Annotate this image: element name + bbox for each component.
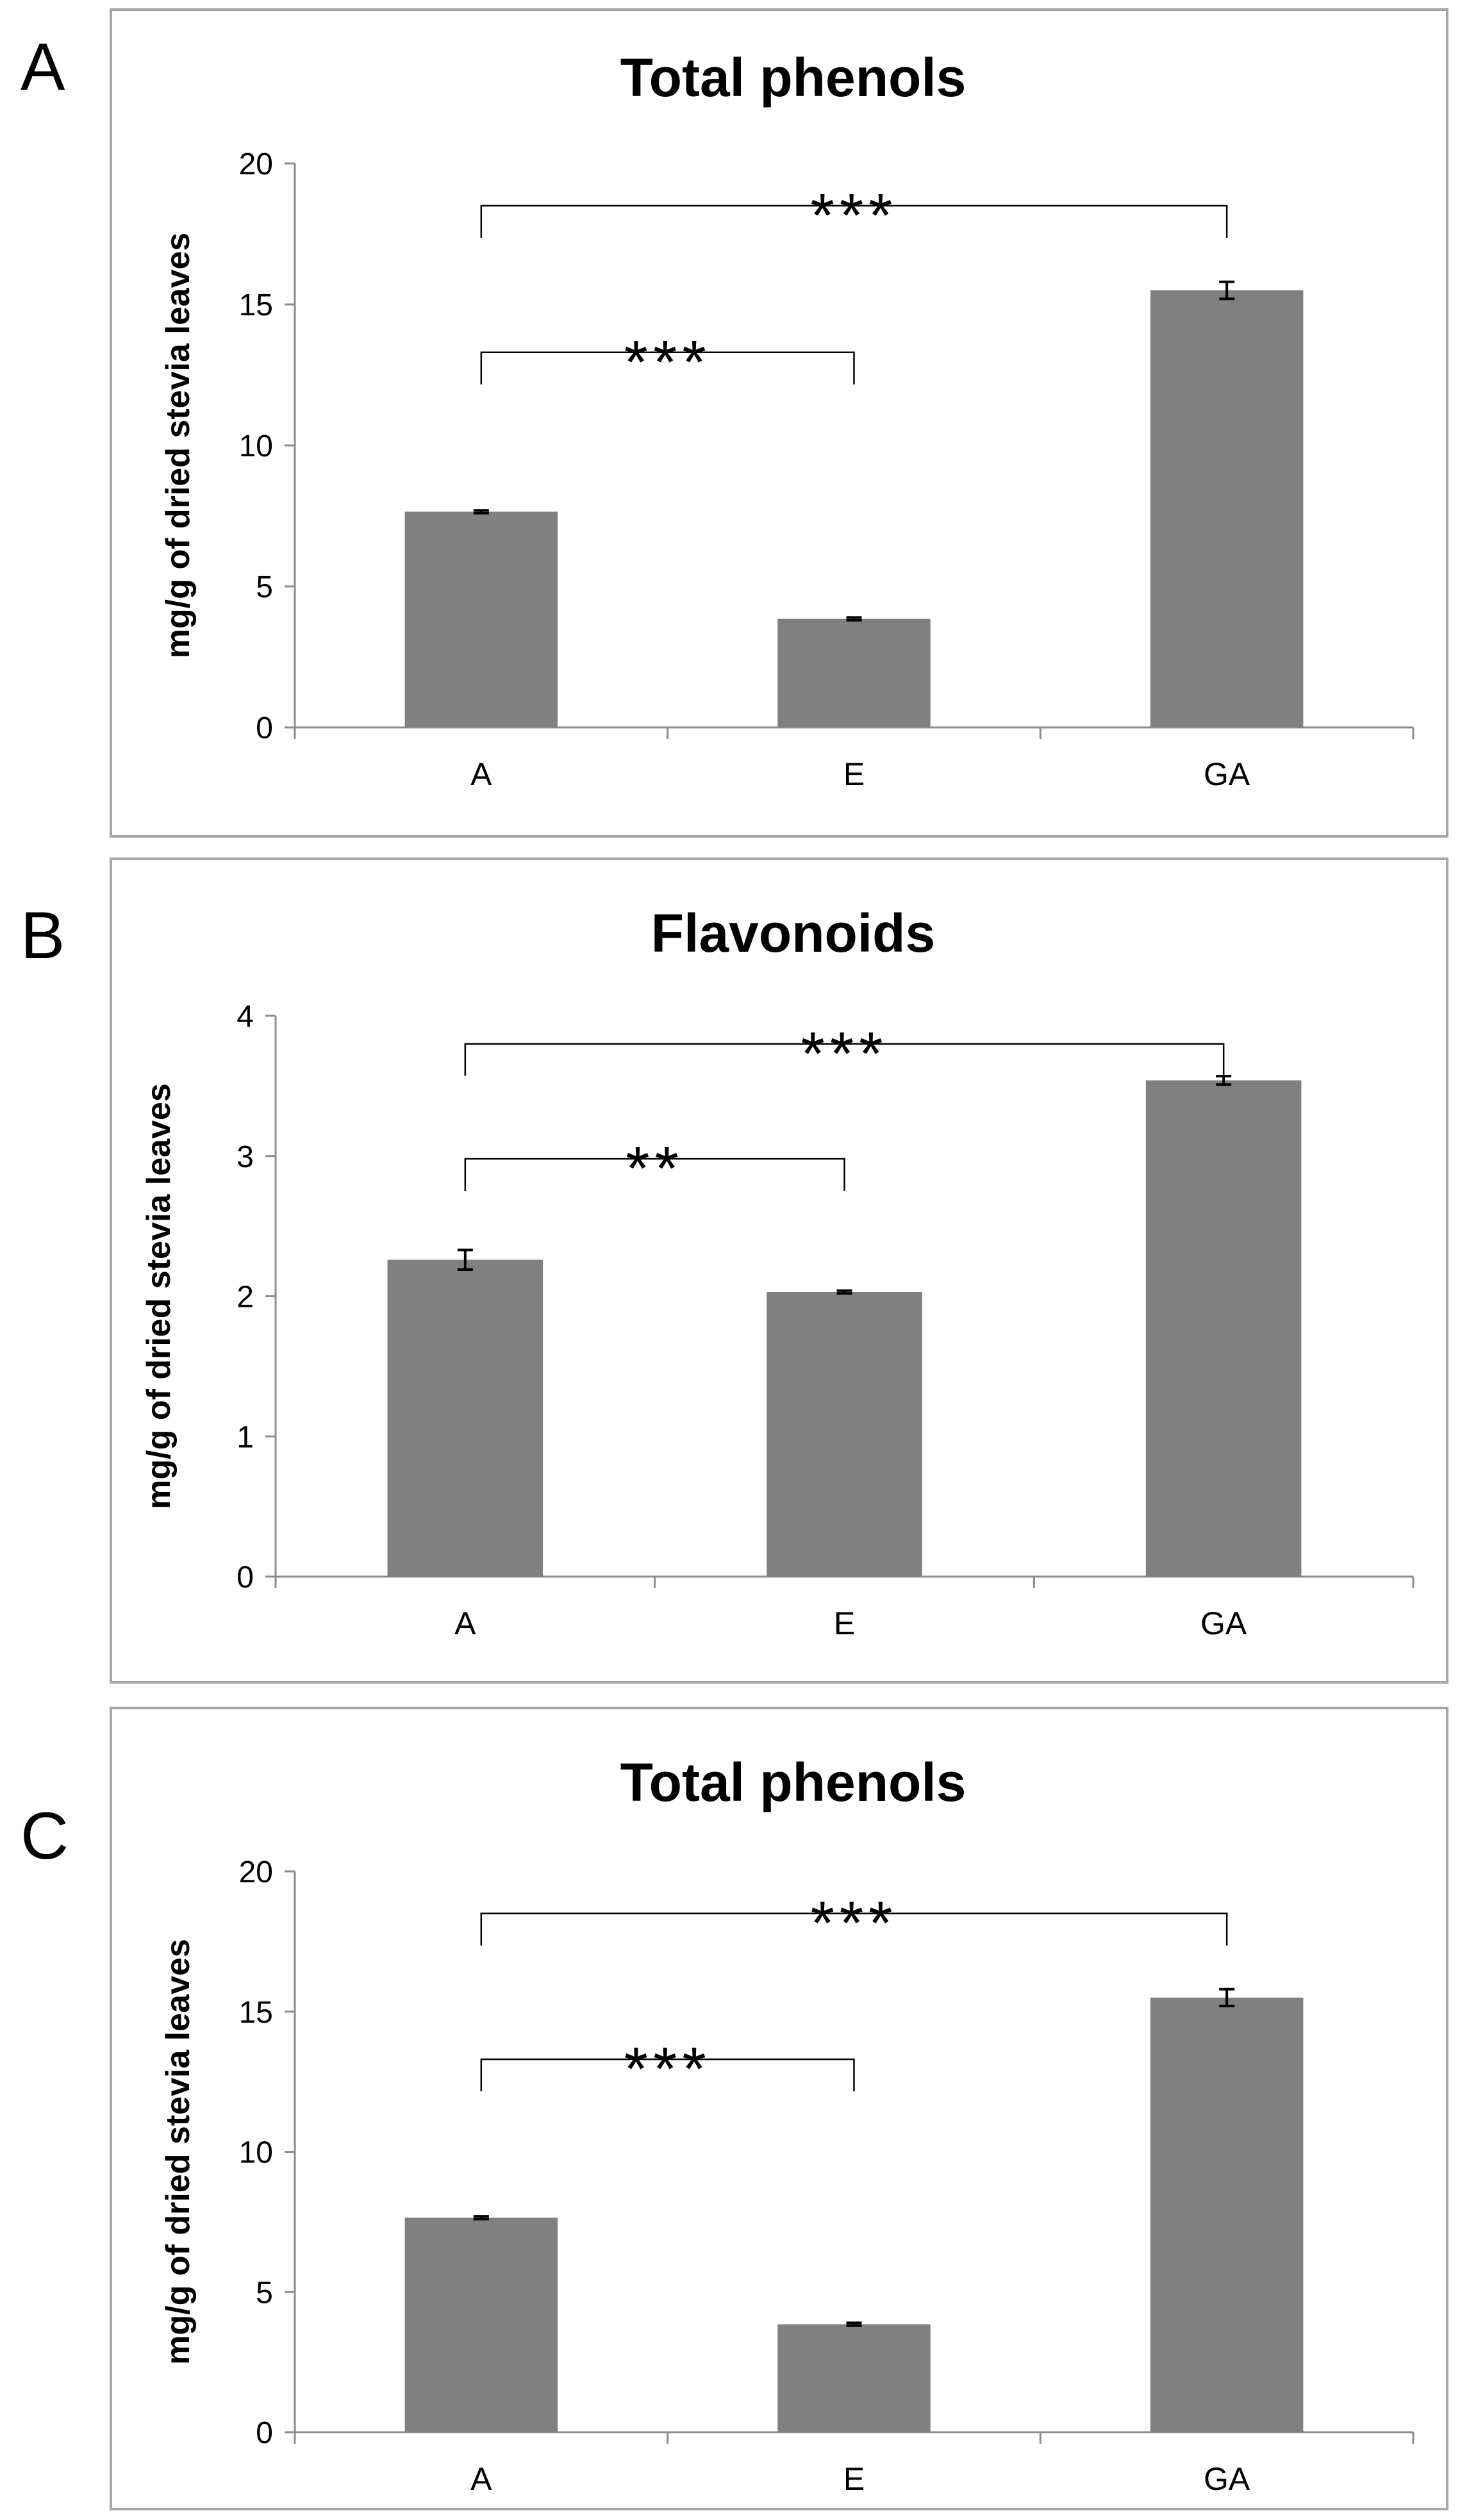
- bracket-line: [464, 1043, 1225, 1076]
- chart-title: Flavonoids: [651, 903, 935, 963]
- bar-ga: [1150, 290, 1304, 727]
- y-axis-label: mg/g of dried stevia leaves: [160, 1939, 197, 2365]
- y-tick-label: 20: [239, 147, 273, 181]
- y-tick-label: 4: [236, 1000, 254, 1034]
- y-tick-label: 5: [256, 570, 273, 604]
- error-bar-ga: [1216, 1075, 1232, 1086]
- y-tick-label: 5: [256, 2276, 273, 2310]
- y-tick-label: 0: [256, 2416, 273, 2450]
- bracket-line: [464, 1157, 845, 1191]
- y-tick-label: 0: [256, 711, 273, 745]
- y-tick-label: 3: [236, 1140, 254, 1174]
- significance-bracket-2: **: [464, 1134, 845, 1203]
- panel-frame: [110, 858, 1448, 1684]
- error-bar-a: [457, 1248, 473, 1271]
- bracket-line: [480, 2058, 855, 2092]
- panel-label: C: [21, 1799, 69, 1873]
- panel-frame: [110, 8, 1448, 838]
- bar-e: [767, 1291, 922, 1577]
- panel-label: A: [21, 30, 65, 104]
- significance-label: ***: [624, 2035, 711, 2103]
- x-tick-label: GA: [1204, 756, 1250, 792]
- bracket-line: [480, 351, 855, 385]
- bracket-line: [480, 1912, 1228, 1946]
- significance-bracket-2: ***: [480, 2035, 855, 2103]
- y-tick-label: 2: [236, 1281, 254, 1314]
- y-tick-label: 10: [239, 429, 273, 463]
- y-tick-label: 15: [239, 288, 273, 322]
- bracket-line: [480, 204, 1228, 238]
- x-tick-label: A: [470, 756, 492, 792]
- chart-panel-b: B Flavonoids mg/g of dried stevia leaves 0 1…: [21, 858, 1448, 1684]
- chart-panel-c: C Total phenols mg/g of dried stevia leave…: [21, 1707, 1448, 2510]
- y-axis-label: mg/g of dried stevia leaves: [140, 1083, 178, 1509]
- y-tick-label: 1: [236, 1420, 254, 1454]
- y-tick-label: 0: [236, 1561, 254, 1595]
- significance-bracket-2: ***: [480, 328, 855, 397]
- x-tick-label: GA: [1204, 2461, 1250, 2497]
- x-tick-label: A: [454, 1605, 476, 1641]
- x-tick-label: E: [843, 2461, 865, 2497]
- bar-e: [777, 2324, 931, 2432]
- error-bar-ga: [1219, 280, 1235, 301]
- significance-bracket-1: ***: [480, 1889, 1228, 1958]
- bar-a: [404, 2217, 558, 2432]
- panel-frame: [110, 1707, 1448, 2510]
- bar-ga: [1145, 1080, 1302, 1577]
- x-tick-label: E: [843, 756, 865, 792]
- error-bar-a: [473, 509, 489, 515]
- error-bar-e: [836, 1289, 852, 1295]
- error-bar-a: [473, 2215, 489, 2221]
- chart-title: Total phenols: [620, 47, 966, 108]
- y-tick-label: 20: [239, 1855, 273, 1889]
- bar-a: [387, 1259, 543, 1577]
- panel-label: B: [21, 899, 65, 973]
- error-bar-e: [846, 616, 862, 622]
- y-tick-label: 15: [239, 1996, 273, 2030]
- significance-label: ***: [810, 181, 897, 250]
- y-tick-label: 10: [239, 2136, 273, 2170]
- x-tick-label: GA: [1200, 1605, 1247, 1641]
- x-tick-label: A: [470, 2461, 492, 2497]
- x-tick-label: E: [834, 1605, 855, 1641]
- y-axis-label: mg/g of dried stevia leaves: [160, 233, 197, 659]
- bar-ga: [1150, 1997, 1304, 2432]
- significance-bracket-1: ***: [480, 181, 1228, 250]
- bar-e: [777, 618, 931, 727]
- significance-label: **: [626, 1134, 684, 1203]
- chart-title: Total phenols: [620, 1752, 966, 1812]
- significance-bracket-1: ***: [464, 1020, 1225, 1088]
- significance-label: ***: [810, 1889, 897, 1958]
- error-bar-e: [846, 2321, 862, 2327]
- chart-panel-a: A Total phenols mg/g of dried stevia leave…: [21, 8, 1448, 838]
- significance-label: ***: [624, 328, 711, 397]
- error-bar-ga: [1219, 1987, 1235, 2007]
- bar-a: [404, 511, 558, 727]
- significance-label: ***: [801, 1020, 888, 1088]
